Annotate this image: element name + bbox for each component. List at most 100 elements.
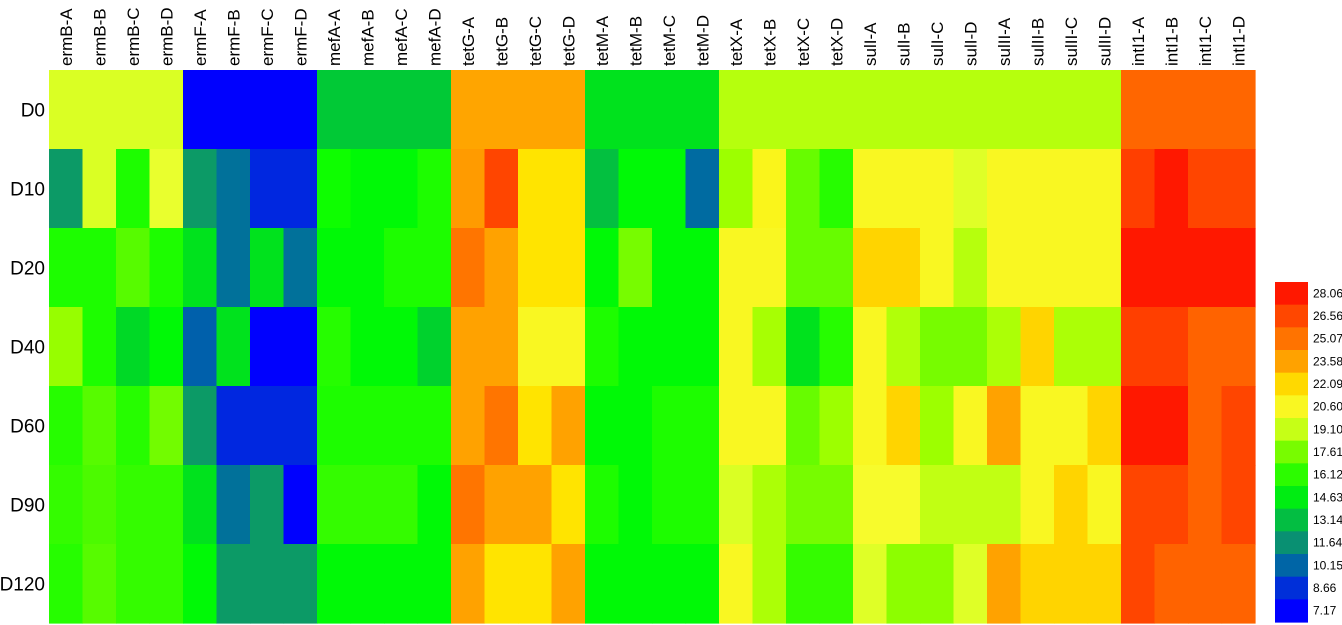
heatmap-cell (618, 228, 653, 308)
heatmap-cell (283, 149, 318, 229)
row-label: D120 (0, 575, 45, 596)
heatmap-cell (384, 386, 419, 466)
heatmap-cell (250, 465, 285, 545)
heatmap-cell (1087, 465, 1122, 545)
legend-swatch (1275, 508, 1308, 532)
heatmap-cell (49, 386, 84, 466)
column-label: ermF-C (258, 8, 277, 66)
heatmap-cell (585, 307, 620, 387)
heatmap-cell (853, 228, 888, 308)
heatmap-cell (250, 149, 285, 229)
legend-tick-label: 28.06 (1313, 286, 1342, 300)
row-labels: D0 D10 D20 D40 D60 D90 D120 (0, 101, 45, 596)
heatmap-cell (283, 70, 318, 150)
heatmap-cell (1188, 544, 1223, 624)
heatmap-cell (116, 544, 151, 624)
heatmap-cell (786, 386, 821, 466)
heatmap-cell (518, 544, 553, 624)
heatmap-cell (752, 149, 787, 229)
color-legend: 28.06 26.56 25.07 23.58 22.09 20.60 19.10 17.61… (1275, 282, 1342, 623)
legend-swatch (1275, 304, 1308, 328)
heatmap-cell (1188, 465, 1223, 545)
heatmap-cell (752, 70, 787, 150)
column-label: ermF-A (191, 9, 210, 66)
heatmap-cell (116, 307, 151, 387)
heatmap-cell (1121, 544, 1156, 624)
heatmap-cell (1020, 544, 1055, 624)
heatmap-cell (987, 149, 1022, 229)
heatmap-cell (987, 465, 1022, 545)
heatmap-cell (216, 465, 251, 545)
heatmap-cell (685, 544, 720, 624)
row-label: D20 (10, 259, 45, 280)
row-label: D40 (10, 338, 45, 359)
heatmap-cell (920, 544, 955, 624)
heatmap-cell (1054, 386, 1089, 466)
heatmap-cell (384, 149, 419, 229)
heatmap-cell (484, 70, 519, 150)
heatmap-cell (484, 307, 519, 387)
column-label: tetM-C (660, 15, 679, 66)
heatmap-cell (317, 386, 352, 466)
heatmap-cell (417, 307, 452, 387)
heatmap-cell (484, 386, 519, 466)
legend-tick-label: 26.56 (1313, 309, 1342, 323)
heatmap-cell (886, 228, 921, 308)
heatmap-cell (317, 465, 352, 545)
heatmap-cell (786, 149, 821, 229)
heatmap-cell (283, 465, 318, 545)
heatmap-cell (1154, 544, 1189, 624)
row-label: D10 (10, 180, 45, 201)
heatmap-cell (886, 544, 921, 624)
heatmap-cell (886, 70, 921, 150)
heatmap-cell (82, 544, 117, 624)
heatmap-cell (1121, 149, 1156, 229)
heatmap-cell (752, 386, 787, 466)
legend-swatch (1275, 372, 1308, 396)
heatmap-cell (417, 544, 452, 624)
heatmap-cell (819, 544, 854, 624)
heatmap-cell (518, 386, 553, 466)
heatmap-cell (685, 465, 720, 545)
heatmap-cell (250, 307, 285, 387)
heatmap-cell (1188, 307, 1223, 387)
heatmap-cell (216, 386, 251, 466)
heatmap-cell (417, 70, 452, 150)
heatmap-cell (451, 544, 486, 624)
heatmap-cell (1020, 70, 1055, 150)
heatmap-cell (82, 149, 117, 229)
heatmap-cell (283, 386, 318, 466)
heatmap-cell (618, 544, 653, 624)
heatmap-cell (819, 386, 854, 466)
column-label: sulI-C (928, 22, 947, 66)
heatmap-cell (953, 465, 988, 545)
heatmap-cell (685, 307, 720, 387)
heatmap-cell (987, 70, 1022, 150)
heatmap-cell (1154, 70, 1189, 150)
legend-swatch (1275, 599, 1308, 623)
heatmap-cell (183, 544, 218, 624)
heatmap-cell (518, 465, 553, 545)
heatmap-cell (685, 386, 720, 466)
heatmap-cell (886, 307, 921, 387)
heatmap-cell (350, 307, 385, 387)
heatmap-cell (1054, 70, 1089, 150)
heatmap-cell (49, 465, 84, 545)
heatmap-cell (49, 70, 84, 150)
heatmap-cell (183, 70, 218, 150)
heatmap-cell (1121, 307, 1156, 387)
heatmap-cell (1020, 228, 1055, 308)
heatmap-cell (82, 465, 117, 545)
heatmap-cell (350, 465, 385, 545)
heatmap-cell (384, 228, 419, 308)
legend-tick-label: 23.58 (1313, 354, 1342, 368)
heatmap-cell (1054, 307, 1089, 387)
heatmap-cell (250, 70, 285, 150)
heatmap-cell (1054, 544, 1089, 624)
legend-tick-label: 16.12 (1313, 468, 1342, 482)
heatmap-cell (551, 307, 586, 387)
heatmap-cell (149, 386, 184, 466)
heatmap-cell (551, 465, 586, 545)
heatmap-cell (987, 386, 1022, 466)
